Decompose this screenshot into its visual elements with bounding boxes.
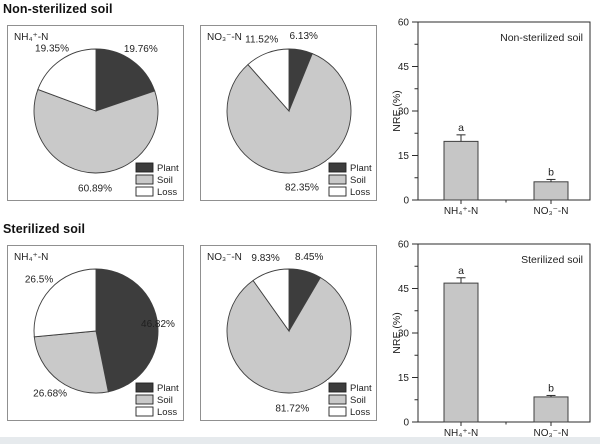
y-tick-label: 60 bbox=[398, 240, 410, 251]
pie-chart-sterilized-no3: 8.45% 81.72% 9.83% NO₃⁻-N Plant Soil Loss bbox=[200, 245, 377, 421]
legend-swatch-plant bbox=[328, 382, 347, 393]
pie-value-label-loss: 26.5% bbox=[25, 275, 53, 286]
y-tick-label: 0 bbox=[403, 196, 409, 207]
legend-swatch-plant bbox=[135, 382, 154, 393]
pie-chart-non-sterilized-no3: 6.13% 82.35% 11.52% NO₃⁻-N Plant Soil Loss bbox=[200, 25, 377, 201]
legend-label-loss: Loss bbox=[350, 187, 370, 198]
legend-swatch-plant bbox=[328, 162, 347, 173]
significance-letter: b bbox=[548, 382, 554, 394]
bar-plot-title: Sterilized soil bbox=[521, 254, 583, 266]
y-axis-label: NRE (%) bbox=[391, 312, 403, 353]
legend-label-loss: Loss bbox=[157, 187, 177, 198]
significance-letter: a bbox=[458, 122, 464, 134]
pie-slice-loss bbox=[37, 48, 97, 112]
y-tick-label: 45 bbox=[398, 284, 410, 295]
legend-swatch-plant bbox=[135, 162, 154, 173]
x-category-label: NO₃⁻-N bbox=[534, 428, 569, 439]
bar-chart-non-sterilized-nre: 0 15 30 45 60 a NH₄⁺-N b NO₃⁻-N Non-sterilized so… bbox=[390, 14, 600, 222]
pie-value-label-loss: 19.35% bbox=[35, 43, 69, 54]
legend-label-plant: Plant bbox=[157, 163, 179, 174]
legend-swatch-soil bbox=[328, 394, 347, 405]
y-tick-label: 30 bbox=[398, 329, 410, 340]
pie-slice-loss bbox=[33, 268, 97, 338]
significance-letter: a bbox=[458, 265, 464, 277]
pie-value-label-soil: 60.89% bbox=[78, 183, 112, 194]
bar-NH₄⁺-N bbox=[443, 140, 479, 201]
pie-slice-loss bbox=[252, 268, 290, 333]
pie-value-label-soil: 26.68% bbox=[33, 388, 67, 399]
pie-slice-loss bbox=[247, 48, 290, 113]
pie-slice-soil bbox=[226, 276, 352, 394]
x-category-label: NH₄⁺-N bbox=[444, 206, 478, 217]
bottom-strip bbox=[0, 437, 600, 444]
pie-slice-soil bbox=[33, 88, 159, 174]
pie-slice-plant bbox=[95, 268, 159, 393]
legend-label-plant: Plant bbox=[350, 383, 372, 394]
legend-label-soil: Soil bbox=[157, 395, 173, 406]
legend-swatch-loss bbox=[135, 186, 154, 197]
section-heading-non-sterilized: Non-sterilized soil bbox=[3, 2, 113, 16]
pie-value-label-soil: 81.72% bbox=[275, 403, 309, 414]
pie-chart-sterilized-nh4: 46.82% 26.68% 26.5% NH₄⁺-N Plant Soil Loss bbox=[7, 245, 184, 421]
bar-NO₃⁻-N bbox=[533, 181, 569, 201]
y-axis-label: NRE (%) bbox=[391, 90, 403, 131]
section-heading-sterilized: Sterilized soil bbox=[3, 222, 86, 236]
pie-value-label-plant: 19.76% bbox=[124, 44, 158, 55]
bar-chart-sterilized-nre: 0 15 30 45 60 a NH₄⁺-N b NO₃⁻-N Sterilized soil NR… bbox=[390, 236, 600, 444]
pie-panel-label: NO₃⁻-N bbox=[207, 32, 242, 43]
legend-label-loss: Loss bbox=[157, 407, 177, 418]
pie-slice-soil bbox=[33, 330, 109, 394]
legend-swatch-loss bbox=[135, 406, 154, 417]
y-tick-label: 30 bbox=[398, 107, 410, 118]
legend-label-plant: Plant bbox=[157, 383, 179, 394]
pie-panel-label: NH₄⁺-N bbox=[14, 252, 48, 263]
y-tick-label: 60 bbox=[398, 18, 410, 29]
pie-value-label-soil: 82.35% bbox=[285, 182, 319, 193]
pie-value-label-loss: 11.52% bbox=[245, 34, 278, 45]
bar-NO₃⁻-N bbox=[533, 396, 569, 423]
legend-label-plant: Plant bbox=[350, 163, 372, 174]
legend-label-loss: Loss bbox=[350, 407, 370, 418]
pie-value-label-plant: 6.13% bbox=[290, 31, 318, 42]
legend-swatch-loss bbox=[328, 406, 347, 417]
legend-label-soil: Soil bbox=[157, 175, 173, 186]
pie-value-label-plant: 8.45% bbox=[295, 252, 323, 263]
y-tick-label: 45 bbox=[398, 62, 410, 73]
legend-swatch-soil bbox=[135, 394, 154, 405]
y-tick-label: 15 bbox=[398, 373, 410, 384]
legend-swatch-loss bbox=[328, 186, 347, 197]
y-tick-label: 15 bbox=[398, 151, 410, 162]
bar-NH₄⁺-N bbox=[443, 282, 479, 423]
pie-slice-soil bbox=[226, 52, 352, 174]
legend-label-soil: Soil bbox=[350, 395, 366, 406]
pie-value-label-plant: 46.82% bbox=[141, 319, 175, 330]
y-tick-label: 0 bbox=[403, 418, 409, 429]
significance-letter: b bbox=[548, 166, 554, 178]
pie-chart-non-sterilized-nh4: 19.76% 60.89% 19.35% NH₄⁺-N Plant Soil Loss bbox=[7, 25, 184, 201]
legend-swatch-soil bbox=[328, 174, 347, 185]
legend-label-soil: Soil bbox=[350, 175, 366, 186]
pie-panel-label: NH₄⁺-N bbox=[14, 32, 48, 43]
x-category-label: NO₃⁻-N bbox=[534, 206, 569, 217]
pie-panel-label: NO₃⁻-N bbox=[207, 252, 242, 263]
pie-value-label-loss: 9.83% bbox=[251, 253, 279, 264]
legend-swatch-soil bbox=[135, 174, 154, 185]
x-category-label: NH₄⁺-N bbox=[444, 428, 478, 439]
bar-plot-title: Non-sterilized soil bbox=[500, 32, 583, 44]
